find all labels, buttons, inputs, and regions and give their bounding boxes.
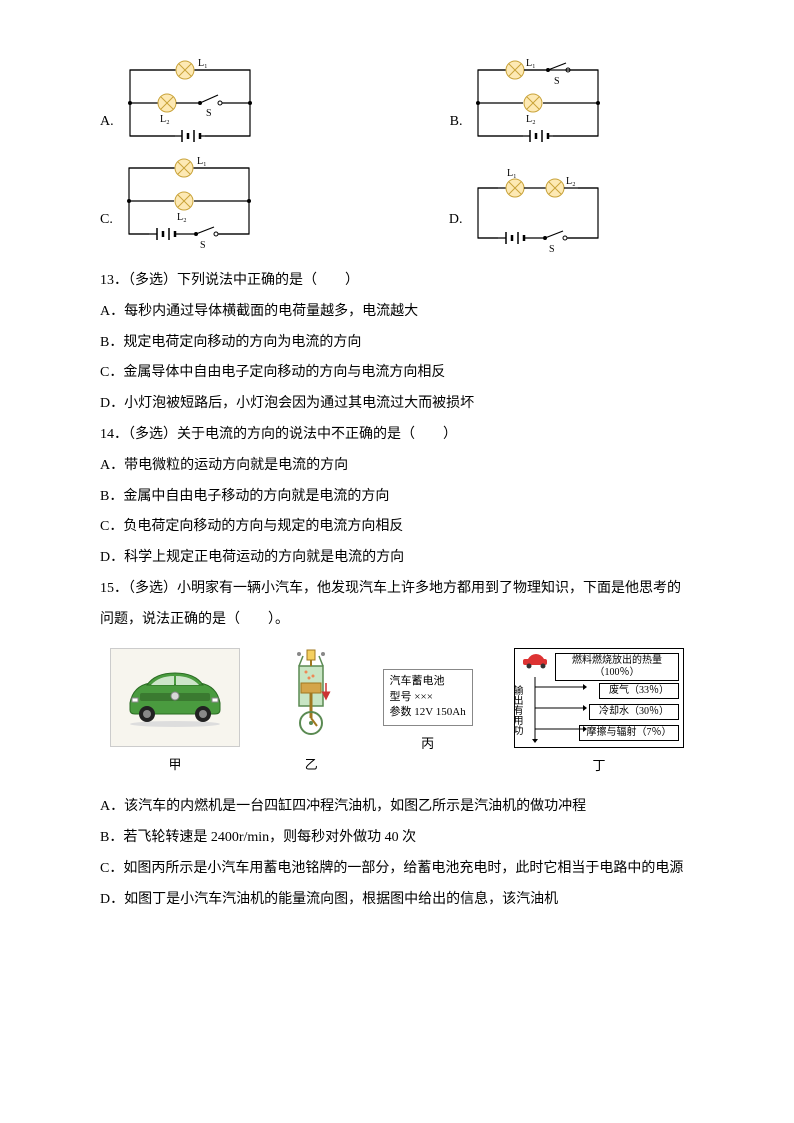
svg-text:S: S <box>549 244 555 255</box>
svg-text:L₂: L₂ <box>177 212 187 223</box>
svg-text:S: S <box>206 108 212 119</box>
option-label-a: A. <box>100 107 114 138</box>
fig-yi-caption: 乙 <box>281 751 341 780</box>
circuit-options-row-2: C. L₁ L₂ S <box>100 158 694 248</box>
svg-text:L₁: L₁ <box>198 58 208 69</box>
energy-flow-box: 燃料燃烧放出的热量（100％） 废气（33％） 冷却水（30％） 摩擦与辐射（7… <box>514 648 684 748</box>
small-car-icon <box>521 653 551 669</box>
circuit-diagram-c: L₁ L₂ S <box>119 158 269 248</box>
circuit-diagram-a: L₁ L₂ S <box>120 60 270 150</box>
battery-title: 汽车蓄电池 <box>390 674 466 689</box>
circuit-option-b: B. L₁ S L₂ <box>450 60 619 150</box>
circuit-diagram-b: L₁ S L₂ <box>468 60 618 150</box>
q13-option-c: C．金属导体中自由电子定向移动的方向与电流方向相反 <box>100 358 694 389</box>
question-15: 15．（多选）小明家有一辆小汽车，他发现汽车上许多地方都用到了物理知识，下面是他… <box>100 574 694 915</box>
svg-text:L₂: L₂ <box>160 114 170 125</box>
battery-params: 参数 12V 150Ah <box>390 705 466 720</box>
figure-jia: 甲 <box>110 648 240 780</box>
q14-option-c: C．负电荷定向移动的方向与规定的电流方向相反 <box>100 512 694 543</box>
svg-text:L₁: L₁ <box>507 168 517 179</box>
energy-cooling: 冷却水（30％） <box>589 704 679 720</box>
q15-option-d: D．如图丁是小汽车汽油机的能量流向图，根据图中给出的信息，该汽油机 <box>100 885 694 916</box>
battery-model: 型号 ××× <box>390 690 466 705</box>
circuit-option-c: C. L₁ L₂ S <box>100 158 269 248</box>
fig-bing-caption: 丙 <box>383 730 473 759</box>
energy-output: 输出有用功 <box>511 685 522 735</box>
svg-text:S: S <box>554 76 560 87</box>
engine-icon <box>281 648 341 738</box>
circuit-option-d: D. L₁ L₂ S <box>449 158 619 248</box>
q13-option-a: A．每秒内通过导体横截面的电荷量越多，电流越大 <box>100 297 694 328</box>
energy-arrows-icon <box>529 677 589 743</box>
figure-bing: 汽车蓄电池 型号 ××× 参数 12V 150Ah 丙 <box>383 669 473 758</box>
energy-exhaust: 废气（33％） <box>599 683 679 699</box>
q14-option-d: D．科学上规定正电荷运动的方向就是电流的方向 <box>100 543 694 574</box>
q15-figures-row: 甲 乙 汽车蓄电池 <box>100 648 694 781</box>
car-icon <box>115 653 235 733</box>
question-13: 13．（多选）下列说法中正确的是（ ） A．每秒内通过导体横截面的电荷量越多，电… <box>100 266 694 420</box>
svg-text:L₂: L₂ <box>526 114 536 125</box>
battery-label-box: 汽车蓄电池 型号 ××× 参数 12V 150Ah <box>383 669 473 725</box>
q15-option-c: C．如图丙所示是小汽车用蓄电池铭牌的一部分，给蓄电池充电时，此时它相当于电路中的… <box>100 854 694 885</box>
q13-option-b: B．规定电荷定向移动的方向为电流的方向 <box>100 328 694 359</box>
figure-yi: 乙 <box>281 648 341 780</box>
q14-option-b: B．金属中自由电子移动的方向就是电流的方向 <box>100 482 694 513</box>
circuit-options-row-1: A. L₁ L₂ S <box>100 60 694 150</box>
option-label-d: D. <box>449 205 463 236</box>
q15-option-a: A．该汽车的内燃机是一台四缸四冲程汽油机，如图乙所示是汽油机的做功冲程 <box>100 792 694 823</box>
fig-ding-caption: 丁 <box>514 752 684 781</box>
q14-option-a: A．带电微粒的运动方向就是电流的方向 <box>100 451 694 482</box>
svg-text:L₁: L₁ <box>526 58 536 69</box>
fig-jia-caption: 甲 <box>110 751 240 780</box>
q13-stem: 13．（多选）下列说法中正确的是（ ） <box>100 266 694 297</box>
option-label-b: B. <box>450 107 463 138</box>
svg-text:L₁: L₁ <box>197 156 207 167</box>
q13-option-d: D．小灯泡被短路后，小灯泡会因为通过其电流过大而被损坏 <box>100 389 694 420</box>
svg-text:S: S <box>200 240 206 251</box>
question-14: 14．（多选）关于电流的方向的说法中不正确的是（ ） A．带电微粒的运动方向就是… <box>100 420 694 574</box>
svg-text:L₂: L₂ <box>566 176 576 187</box>
q15-option-b: B．若飞轮转速是 2400r/min，则每秒对外做功 40 次 <box>100 823 694 854</box>
q14-stem: 14．（多选）关于电流的方向的说法中不正确的是（ ） <box>100 420 694 451</box>
figure-ding: 燃料燃烧放出的热量（100％） 废气（33％） 冷却水（30％） 摩擦与辐射（7… <box>514 648 684 781</box>
circuit-diagram-d: L₁ L₂ S <box>468 178 618 248</box>
energy-friction: 摩擦与辐射（7％） <box>579 725 679 741</box>
q15-stem: 15．（多选）小明家有一辆小汽车，他发现汽车上许多地方都用到了物理知识，下面是他… <box>100 574 694 636</box>
option-label-c: C. <box>100 205 113 236</box>
circuit-option-a: A. L₁ L₂ S <box>100 60 270 150</box>
